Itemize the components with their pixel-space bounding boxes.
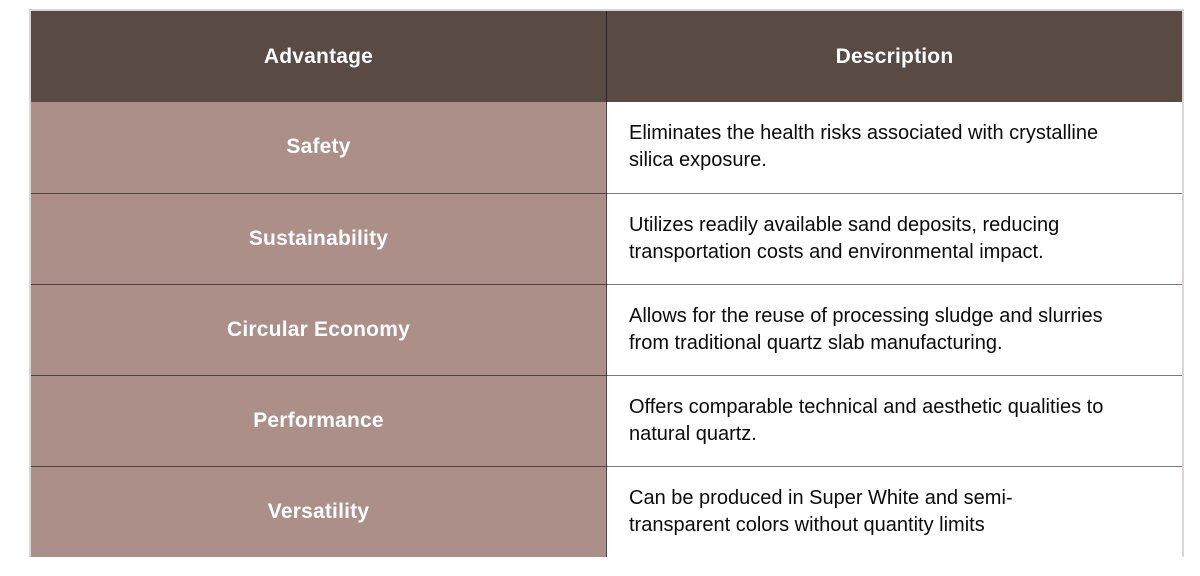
description-cell: Allows for the reuse of processing sludg…: [606, 284, 1182, 376]
description-cell: Utilizes readily available sand deposits…: [606, 193, 1182, 285]
advantage-cell: Circular Economy: [31, 284, 607, 376]
advantages-table: Advantage Description Safety Eliminates …: [31, 11, 1182, 557]
table-row: Safety Eliminates the health risks assoc…: [31, 102, 1182, 194]
table-row: Performance Offers comparable technical …: [31, 375, 1182, 467]
table-row: Versatility Can be produced in Super Whi…: [31, 466, 1182, 557]
advantages-table-frame: Advantage Description Safety Eliminates …: [29, 9, 1184, 557]
header-cell-description: Description: [606, 11, 1182, 102]
advantage-cell: Performance: [31, 375, 607, 467]
table-body: Safety Eliminates the health risks assoc…: [31, 102, 1182, 557]
table-row: Sustainability Utilizes readily availabl…: [31, 193, 1182, 285]
description-cell: Eliminates the health risks associated w…: [606, 102, 1182, 194]
table-header: Advantage Description: [31, 11, 1182, 102]
header-cell-advantage: Advantage: [31, 11, 607, 102]
description-cell: Can be produced in Super White and semi-…: [606, 466, 1182, 557]
advantage-cell: Versatility: [31, 466, 607, 557]
header-row: Advantage Description: [31, 11, 1182, 102]
advantage-cell: Safety: [31, 102, 607, 194]
advantage-cell: Sustainability: [31, 193, 607, 285]
table-row: Circular Economy Allows for the reuse of…: [31, 284, 1182, 376]
description-cell: Offers comparable technical and aestheti…: [606, 375, 1182, 467]
